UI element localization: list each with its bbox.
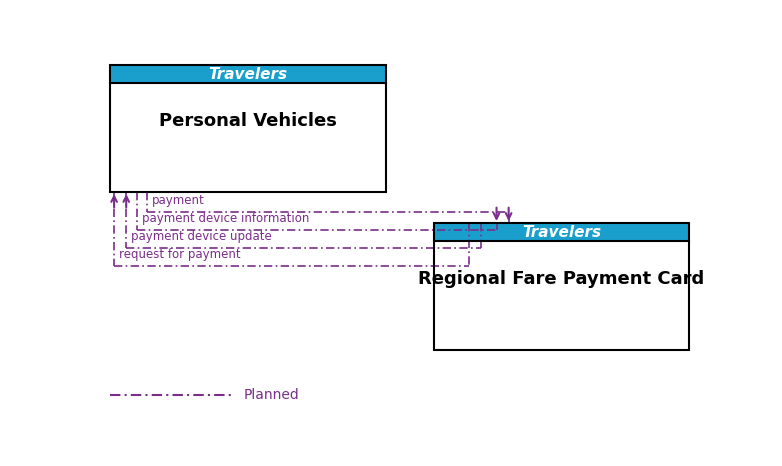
Bar: [109, 83, 386, 192]
Text: payment device information: payment device information: [142, 212, 310, 225]
Text: Travelers: Travelers: [522, 225, 601, 240]
Text: payment: payment: [152, 194, 205, 207]
Text: payment device update: payment device update: [131, 230, 272, 243]
Text: Regional Fare Payment Card: Regional Fare Payment Card: [418, 270, 705, 288]
Text: request for payment: request for payment: [119, 248, 241, 261]
Bar: [434, 241, 689, 350]
Text: Travelers: Travelers: [208, 67, 287, 82]
Text: Planned: Planned: [243, 388, 299, 402]
Bar: [434, 223, 689, 241]
Bar: [434, 223, 689, 350]
Text: Personal Vehicles: Personal Vehicles: [159, 112, 337, 130]
Bar: [109, 65, 386, 83]
Bar: [109, 65, 386, 192]
